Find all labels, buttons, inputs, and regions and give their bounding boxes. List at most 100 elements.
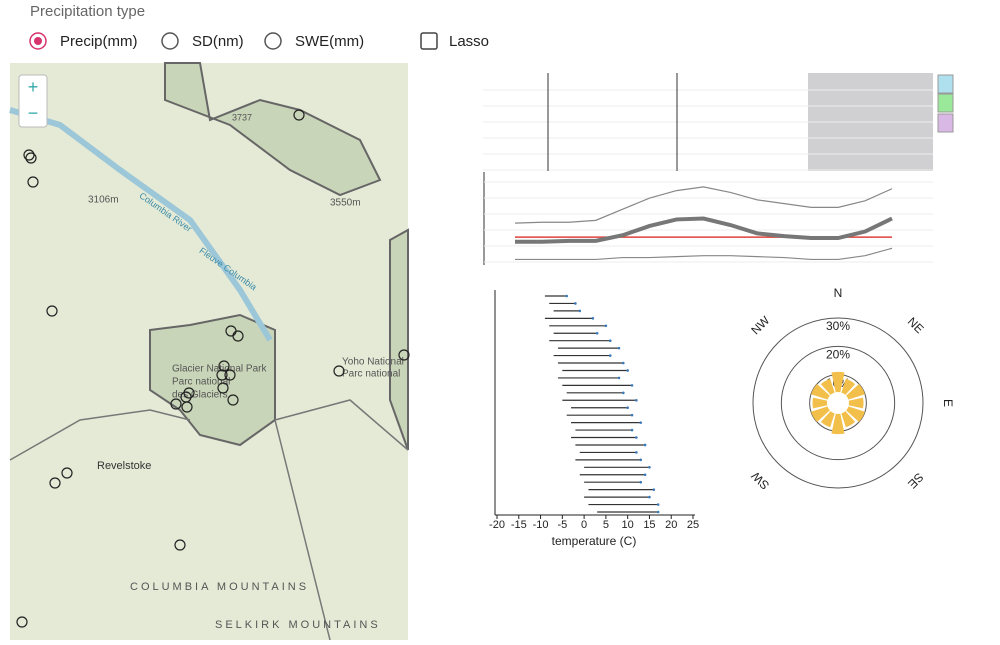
- range-end: [656, 503, 660, 506]
- map-label: SELKIRK MOUNTAINS: [215, 619, 381, 631]
- station-marker[interactable]: [181, 401, 193, 413]
- x-tick-label: 25: [687, 519, 699, 531]
- zoom-in[interactable]: +: [28, 77, 39, 97]
- zoom-out[interactable]: −: [28, 103, 39, 123]
- range-end: [595, 331, 599, 335]
- range-end: [617, 346, 621, 350]
- range-end: [635, 398, 638, 402]
- station-marker[interactable]: [333, 365, 345, 377]
- station-marker[interactable]: [174, 539, 186, 551]
- station-marker[interactable]: [16, 616, 28, 628]
- radio-dot: [34, 37, 42, 45]
- station-marker[interactable]: [27, 176, 39, 188]
- rose-tick-label: 20%: [826, 348, 850, 362]
- range-end: [617, 376, 621, 380]
- station-marker[interactable]: [216, 369, 228, 381]
- range-end: [630, 428, 634, 432]
- x-tick-label: 10: [622, 519, 634, 531]
- range-end: [643, 443, 647, 447]
- radio-button[interactable]: [161, 32, 179, 50]
- range-end: [630, 413, 634, 417]
- radio-button[interactable]: [264, 32, 282, 50]
- rose-hole: [827, 392, 849, 414]
- station-marker[interactable]: [25, 152, 37, 164]
- range-end: [608, 354, 612, 357]
- station-marker[interactable]: [227, 394, 239, 406]
- station-marker[interactable]: [23, 149, 35, 161]
- ts-line: [515, 216, 893, 244]
- station-marker[interactable]: [49, 477, 61, 489]
- lasso-label[interactable]: Lasso: [449, 33, 489, 50]
- range-end: [626, 369, 629, 372]
- direction-label: N: [834, 286, 843, 300]
- map-label: Parc national: [342, 369, 400, 380]
- range-end: [639, 458, 643, 462]
- range-end: [643, 473, 647, 477]
- range-end: [608, 339, 612, 342]
- map-label: des Glaciers: [172, 390, 228, 401]
- legend-swatch: [937, 74, 954, 94]
- map-label: COLUMBIA MOUNTAINS: [130, 581, 309, 593]
- x-tick-label: -15: [511, 519, 527, 531]
- station-marker[interactable]: [232, 330, 244, 342]
- range-end: [574, 302, 577, 305]
- range-end: [622, 391, 625, 395]
- x-tick-label: 20: [665, 519, 677, 531]
- station-marker[interactable]: [293, 109, 305, 121]
- range-end: [648, 495, 651, 499]
- direction-label: SE: [905, 470, 926, 491]
- x-tick-label: 15: [643, 519, 655, 531]
- rose-petal: [831, 403, 845, 435]
- rose-petal: [831, 371, 845, 403]
- range-end: [639, 421, 643, 424]
- map-features: [9, 62, 409, 641]
- range-end: [635, 451, 638, 454]
- range-end: [622, 361, 625, 365]
- station-marker[interactable]: [217, 382, 229, 394]
- range-end: [604, 324, 608, 328]
- map-label: 3550m: [330, 198, 361, 209]
- station-marker[interactable]: [398, 349, 410, 361]
- range-end: [591, 317, 595, 320]
- rose-ring: [752, 317, 924, 489]
- x-axis-title: temperature (C): [552, 534, 637, 548]
- x-tick-label: -10: [533, 519, 549, 531]
- lasso-checkbox[interactable]: [420, 32, 438, 50]
- range-end: [652, 488, 656, 491]
- control-label: Precipitation type: [30, 3, 145, 20]
- radio-label[interactable]: SWE(mm): [295, 33, 364, 50]
- range-end: [648, 466, 651, 469]
- range-end: [578, 309, 582, 313]
- station-marker[interactable]: [61, 467, 73, 479]
- x-tick-label: -20: [489, 519, 505, 531]
- station-marker[interactable]: [224, 369, 236, 381]
- x-tick-label: 5: [603, 519, 609, 531]
- radio-label[interactable]: Precip(mm): [60, 33, 138, 50]
- ts-line: [514, 186, 893, 224]
- direction-label: SW: [748, 468, 772, 492]
- radio-label[interactable]: SD(nm): [192, 33, 244, 50]
- rose-ring: [780, 345, 896, 461]
- legend-swatch: [937, 93, 954, 113]
- map-label: 3106m: [88, 195, 119, 206]
- direction-label: E: [941, 399, 955, 407]
- rose-tick-label: 30%: [826, 319, 850, 333]
- range-end: [639, 480, 643, 484]
- station-marker[interactable]: [46, 305, 58, 317]
- x-tick-label: 0: [581, 519, 587, 531]
- rose-petal: [838, 397, 864, 409]
- zoom-control: [18, 74, 48, 128]
- ts-line: [515, 247, 893, 261]
- direction-label: NE: [905, 314, 927, 336]
- range-end: [635, 436, 638, 439]
- map-label: Parc national: [172, 377, 230, 388]
- rose-petal: [812, 397, 838, 409]
- range-end: [565, 294, 568, 298]
- legend-swatch: [937, 113, 954, 133]
- map-label: 3737: [232, 112, 252, 122]
- map-label: Yoho National: [342, 357, 404, 368]
- x-tick-label: -5: [557, 519, 567, 531]
- station-marker[interactable]: [170, 398, 182, 410]
- range-end: [626, 406, 629, 410]
